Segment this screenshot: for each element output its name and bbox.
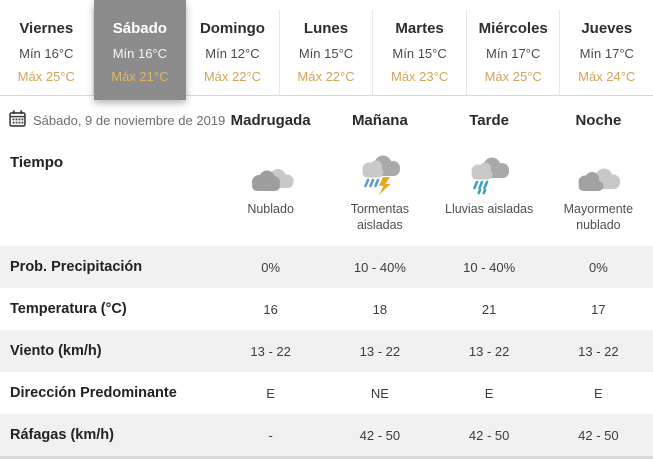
tab-min-temp: Mín 15°C bbox=[392, 46, 447, 61]
cell-value: 16 bbox=[263, 301, 278, 317]
row-label: Viento (km/h) bbox=[10, 343, 102, 359]
weather-condition-label: Nublado bbox=[247, 202, 294, 216]
precipitation-probability-row: Prob. Precipitación 0% 10 - 40% 10 - 40%… bbox=[0, 246, 653, 288]
cell-value: 10 - 40% bbox=[353, 259, 406, 275]
day-tab-miercoles[interactable]: Miércoles Mín 17°C Máx 25°C bbox=[466, 10, 561, 96]
row-label: Dirección Predominante bbox=[10, 385, 177, 401]
cell-value: 42 - 50 bbox=[359, 427, 401, 443]
tab-min-temp: Mín 15°C bbox=[298, 46, 354, 61]
tab-day-label: Viernes bbox=[19, 20, 74, 37]
mostly-cloudy-icon bbox=[574, 156, 622, 196]
cell-value: 0% bbox=[261, 259, 281, 275]
calendar-icon bbox=[9, 110, 26, 130]
selected-date: Sábado, 9 de noviembre de 2019 bbox=[0, 110, 225, 130]
cell-value: 17 bbox=[591, 301, 606, 317]
tab-max-temp: Máx 25°C bbox=[17, 69, 75, 84]
cell-value: 13 - 22 bbox=[468, 343, 510, 359]
cell-value: - bbox=[268, 427, 273, 443]
weather-cell: Lluvias aisladas bbox=[435, 140, 544, 246]
cloudy-icon bbox=[247, 156, 295, 196]
row-label: Ráfagas (km/h) bbox=[10, 427, 114, 443]
weather-condition-row: Tiempo Nublado Tormentas aisladas Lluvia… bbox=[0, 140, 653, 246]
tab-min-temp: Mín 17°C bbox=[579, 46, 634, 61]
day-tab-sabado-selected[interactable]: Sábado Mín 16°C Máx 21°C bbox=[93, 0, 187, 100]
cell-value: 0% bbox=[588, 259, 608, 275]
day-tab-martes[interactable]: Martes Mín 15°C Máx 23°C bbox=[373, 10, 467, 96]
tab-max-temp: Máx 25°C bbox=[484, 69, 542, 84]
column-header-tarde: Tarde bbox=[469, 111, 509, 129]
tab-max-temp: Máx 22°C bbox=[203, 69, 262, 84]
weather-cell: Nublado bbox=[216, 140, 325, 246]
tab-day-label: Lunes bbox=[303, 20, 349, 37]
weather-condition-label: Lluvias aisladas bbox=[445, 202, 534, 216]
day-tab-viernes[interactable]: Viernes Mín 16°C Máx 25°C bbox=[0, 10, 94, 96]
weather-condition-label: Tormentas aisladas bbox=[350, 202, 410, 233]
tab-min-temp: Mín 17°C bbox=[486, 46, 541, 61]
cell-value: E bbox=[484, 385, 494, 401]
cell-value: NE bbox=[370, 385, 389, 401]
tab-max-temp: Máx 22°C bbox=[297, 69, 355, 84]
cell-value: 13 - 22 bbox=[359, 343, 401, 359]
tab-day-label: Domingo bbox=[199, 20, 265, 37]
cell-value: 13 - 22 bbox=[578, 343, 619, 359]
thunderstorm-icon bbox=[356, 155, 404, 196]
column-header-noche: Noche bbox=[575, 111, 622, 129]
cell-value: 10 - 40% bbox=[463, 259, 516, 275]
selected-date-text: Sábado, 9 de noviembre de 2019 bbox=[33, 112, 226, 128]
wind-row: Viento (km/h) 13 - 22 13 - 22 13 - 22 13… bbox=[0, 330, 653, 372]
tab-day-label: Jueves bbox=[581, 20, 633, 37]
row-label: Temperatura (°C) bbox=[10, 301, 127, 317]
tab-min-temp: Mín 16°C bbox=[19, 46, 74, 61]
column-header-manana: Mañana bbox=[351, 111, 408, 129]
cell-value: 42 - 50 bbox=[578, 427, 619, 443]
day-tab-domingo[interactable]: Domingo Mín 12°C Máx 22°C bbox=[186, 10, 280, 96]
day-tab-bar: Viernes Mín 16°C Máx 25°C Sábado Mín 16°… bbox=[0, 0, 653, 100]
row-label-tiempo: Tiempo bbox=[10, 154, 64, 171]
period-header-row: Sábado, 9 de noviembre de 2019 Madrugada… bbox=[0, 100, 653, 140]
tab-max-temp: Máx 23°C bbox=[390, 69, 449, 84]
tab-min-temp: Mín 12°C bbox=[205, 46, 260, 61]
tab-day-label: Martes bbox=[395, 20, 444, 37]
tab-day-label: Sábado bbox=[112, 20, 167, 37]
cell-value: 13 - 22 bbox=[250, 343, 291, 359]
column-header-madrugada: Madrugada bbox=[230, 111, 311, 129]
day-tab-jueves[interactable]: Jueves Mín 17°C Máx 24°C bbox=[560, 10, 653, 96]
temperature-row: Temperatura (°C) 16 18 21 17 bbox=[0, 288, 653, 330]
cell-value: E bbox=[266, 385, 275, 401]
tab-max-temp: Máx 21°C bbox=[111, 69, 169, 84]
cell-value: 42 - 50 bbox=[468, 427, 510, 443]
wind-direction-row: Dirección Predominante E NE E E bbox=[0, 372, 653, 414]
tab-min-temp: Mín 16°C bbox=[112, 46, 168, 61]
row-label: Prob. Precipitación bbox=[10, 259, 143, 275]
cell-value: E bbox=[594, 385, 603, 401]
weather-cell: Mayormente nublado bbox=[544, 140, 653, 246]
tab-day-label: Miércoles bbox=[478, 20, 548, 37]
gusts-row: Ráfagas (km/h) - 42 - 50 42 - 50 42 - 50 bbox=[0, 414, 653, 456]
cell-value: 21 bbox=[481, 301, 497, 317]
bottom-divider bbox=[0, 456, 653, 459]
cell-value: 18 bbox=[372, 301, 388, 317]
day-tab-lunes[interactable]: Lunes Mín 15°C Máx 22°C bbox=[279, 10, 374, 96]
weather-cell: Tormentas aisladas bbox=[325, 140, 434, 246]
rain-icon bbox=[465, 156, 513, 196]
tab-max-temp: Máx 24°C bbox=[578, 69, 636, 84]
weather-condition-label: Mayormente nublado bbox=[563, 202, 634, 233]
